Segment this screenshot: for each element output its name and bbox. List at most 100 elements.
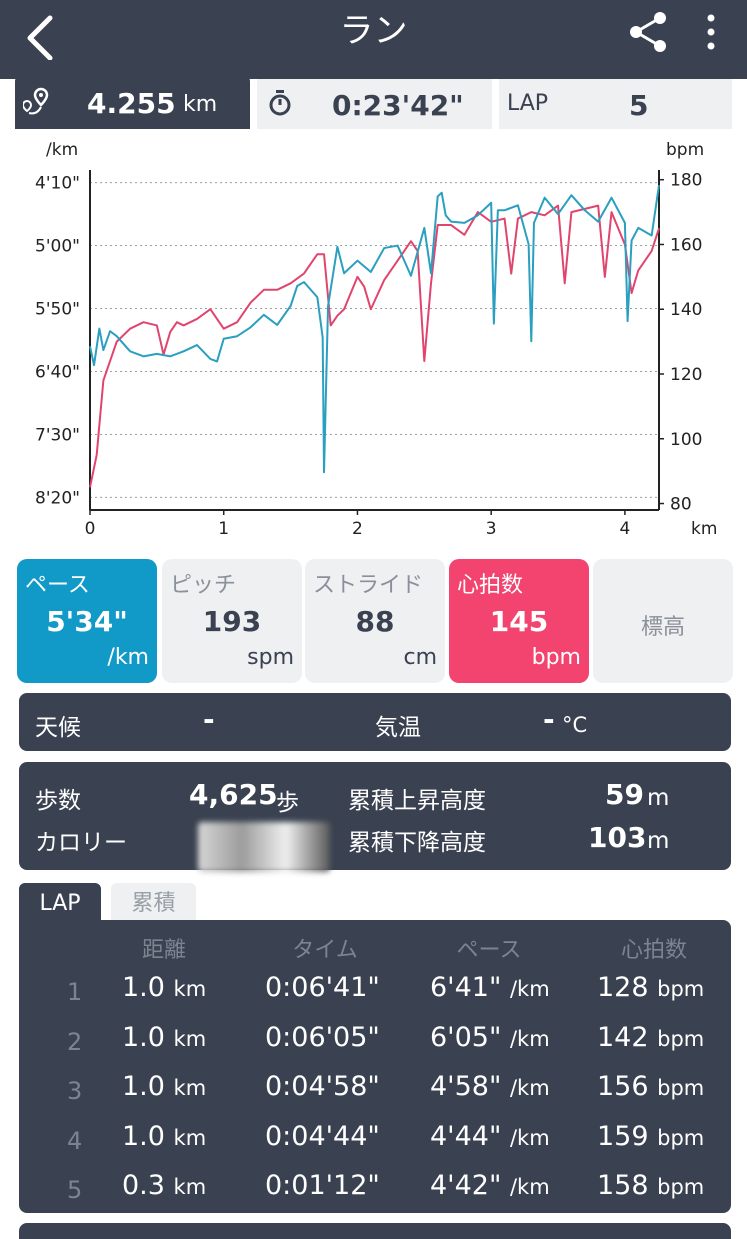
metric-value: 5'34" — [46, 605, 128, 638]
lap-pace: 4'42" /km — [430, 1170, 550, 1201]
left-tick-label: 5'00" — [35, 237, 80, 257]
pace-heart-rate-chart[interactable]: /km bpm km 4'10" 5'00" 5'50" 6'40" 7'30" 8'20" 1 8… — [0, 135, 747, 545]
time-value: 0:23'42" — [332, 89, 464, 122]
lap-table: 距離 タイム ペース 心拍数 1 1.0 km 0:06'41" 6'41" /km 1… — [19, 920, 731, 1213]
right-tick-label: 80 — [670, 495, 692, 515]
x-tick-label: 0 — [85, 519, 96, 539]
lap-heart-rate: 158 bpm — [597, 1170, 705, 1201]
distance-unit: km — [183, 92, 218, 117]
ascent-label: 累積上昇高度 — [348, 788, 486, 814]
lap-number: 1 — [67, 978, 83, 1006]
left-axis-unit: /km — [46, 140, 78, 160]
metric-card-pitch[interactable]: ピッチ 193 spm — [162, 559, 302, 683]
lap-heart-rate: 142 bpm — [597, 1021, 705, 1053]
descent-value: 103 — [588, 821, 647, 854]
lap-count: 5 — [629, 89, 649, 122]
lap-label: LAP — [507, 91, 549, 116]
lap-distance: 1.0 km — [122, 1120, 207, 1152]
metric-card-stride[interactable]: ストライド 88 cm — [305, 559, 445, 683]
table-row: 4 1.0 km 0:04'44" 4'44" /km 159 bpm — [19, 1121, 731, 1171]
pace-line — [89, 184, 660, 474]
temperature-unit: °C — [562, 713, 588, 737]
time-summary[interactable]: 0:23'42" — [257, 79, 492, 129]
x-tick-label: 1 — [218, 519, 229, 539]
metric-card-heart-rate[interactable]: 心拍数 145 bpm — [449, 559, 589, 683]
next-panel — [19, 1223, 731, 1239]
lap-pace: 6'41" /km — [430, 972, 550, 1003]
metric-value: 88 — [355, 605, 395, 638]
header-heart-rate: 心拍数 — [620, 938, 687, 963]
lap-distance: 0.3 km — [122, 1170, 207, 1201]
lap-number: 2 — [67, 1027, 83, 1056]
descent-unit: m — [647, 828, 670, 854]
distance-value: 4.255 — [87, 87, 176, 120]
x-axis-unit: km — [691, 519, 717, 539]
left-tick-label: 5'50" — [35, 300, 80, 320]
temperature-label: 気温 — [375, 715, 421, 741]
steps-value: 4,625 — [189, 778, 278, 811]
lap-heart-rate: 159 bpm — [597, 1120, 705, 1152]
lap-number: 3 — [67, 1077, 83, 1105]
ascent-value: 59 — [605, 778, 644, 811]
table-row: 2 1.0 km 0:06'05" 6'05" /km 142 bpm — [19, 1022, 731, 1072]
lap-heart-rate: 128 bpm — [597, 972, 705, 1003]
right-tick-label: 100 — [670, 430, 702, 450]
lap-summary[interactable]: LAP 5 — [499, 79, 732, 129]
ascent-unit: m — [647, 785, 670, 811]
lap-distance: 1.0 km — [122, 972, 207, 1003]
metric-unit: spm — [247, 645, 294, 670]
left-tick-label: 6'40" — [35, 362, 80, 382]
lap-pace: 4'58" /km — [430, 1071, 550, 1102]
right-tick-label: 160 — [670, 235, 702, 255]
calorie-label: カロリー — [35, 830, 127, 856]
lap-time: 0:04'58" — [265, 1071, 380, 1102]
stats-panel: 歩数 4,625 歩 カロリー 累積上昇高度 59 m 累積下降高度 103 m — [19, 762, 731, 870]
top-app-bar: ラン — [0, 0, 747, 79]
lap-pace: 6'05" /km — [430, 1021, 550, 1053]
header-pace: ペース — [456, 938, 522, 963]
lap-number: 4 — [67, 1126, 83, 1155]
stopwatch-icon — [269, 90, 291, 116]
chevron-left-icon[interactable] — [20, 10, 70, 60]
metric-value: 193 — [202, 605, 262, 638]
tab-lap[interactable]: LAP — [19, 883, 101, 923]
heart-rate-line — [89, 204, 660, 488]
metric-label: ペース — [25, 573, 90, 598]
metric-unit: bpm — [531, 645, 581, 670]
right-axis-unit: bpm — [666, 140, 704, 160]
tab-cumulative[interactable]: 累積 — [111, 883, 196, 923]
distance-summary[interactable]: 4.255 km — [15, 77, 250, 129]
metric-label: 心拍数 — [457, 573, 524, 598]
metric-unit: /km — [107, 645, 149, 670]
right-tick-label: 140 — [670, 300, 702, 320]
more-vertical-icon[interactable] — [694, 10, 728, 54]
weather-value: - — [203, 703, 215, 736]
table-row: 1 1.0 km 0:06'41" 6'41" /km 128 bpm — [19, 972, 731, 1022]
weather-label: 天候 — [35, 715, 81, 741]
metric-label: ピッチ — [170, 573, 237, 598]
lap-number: 5 — [67, 1176, 83, 1204]
metric-card-pace[interactable]: ペース 5'34" /km — [17, 559, 157, 683]
left-tick-label: 7'30" — [35, 425, 80, 445]
lap-distance: 1.0 km — [122, 1071, 207, 1102]
steps-label: 歩数 — [35, 788, 81, 814]
lap-heart-rate: 156 bpm — [597, 1071, 705, 1102]
temperature-value: - — [543, 703, 555, 736]
left-tick-label: 8'20" — [35, 488, 80, 508]
left-tick-label: 4'10" — [35, 174, 80, 194]
metric-label: ストライド — [313, 573, 424, 598]
share-icon[interactable] — [622, 10, 674, 54]
x-tick-label: 2 — [352, 519, 363, 539]
steps-unit: 歩 — [276, 790, 299, 816]
metric-card-elevation[interactable]: 標高 — [593, 559, 733, 683]
lap-time: 0:01'12" — [265, 1170, 380, 1201]
chart-canvas: /km bpm km 4'10" 5'00" 5'50" 6'40" 7'30" 8'20" 1 8… — [35, 140, 717, 539]
metric-value: 145 — [489, 605, 549, 638]
header-time: タイム — [292, 938, 358, 963]
page-title: ラン — [339, 11, 408, 51]
descent-label: 累積下降高度 — [348, 830, 486, 856]
metric-label: 標高 — [640, 615, 685, 640]
lap-distance: 1.0 km — [122, 1021, 207, 1053]
right-tick-label: 120 — [670, 365, 702, 385]
x-tick-label: 3 — [486, 519, 497, 539]
